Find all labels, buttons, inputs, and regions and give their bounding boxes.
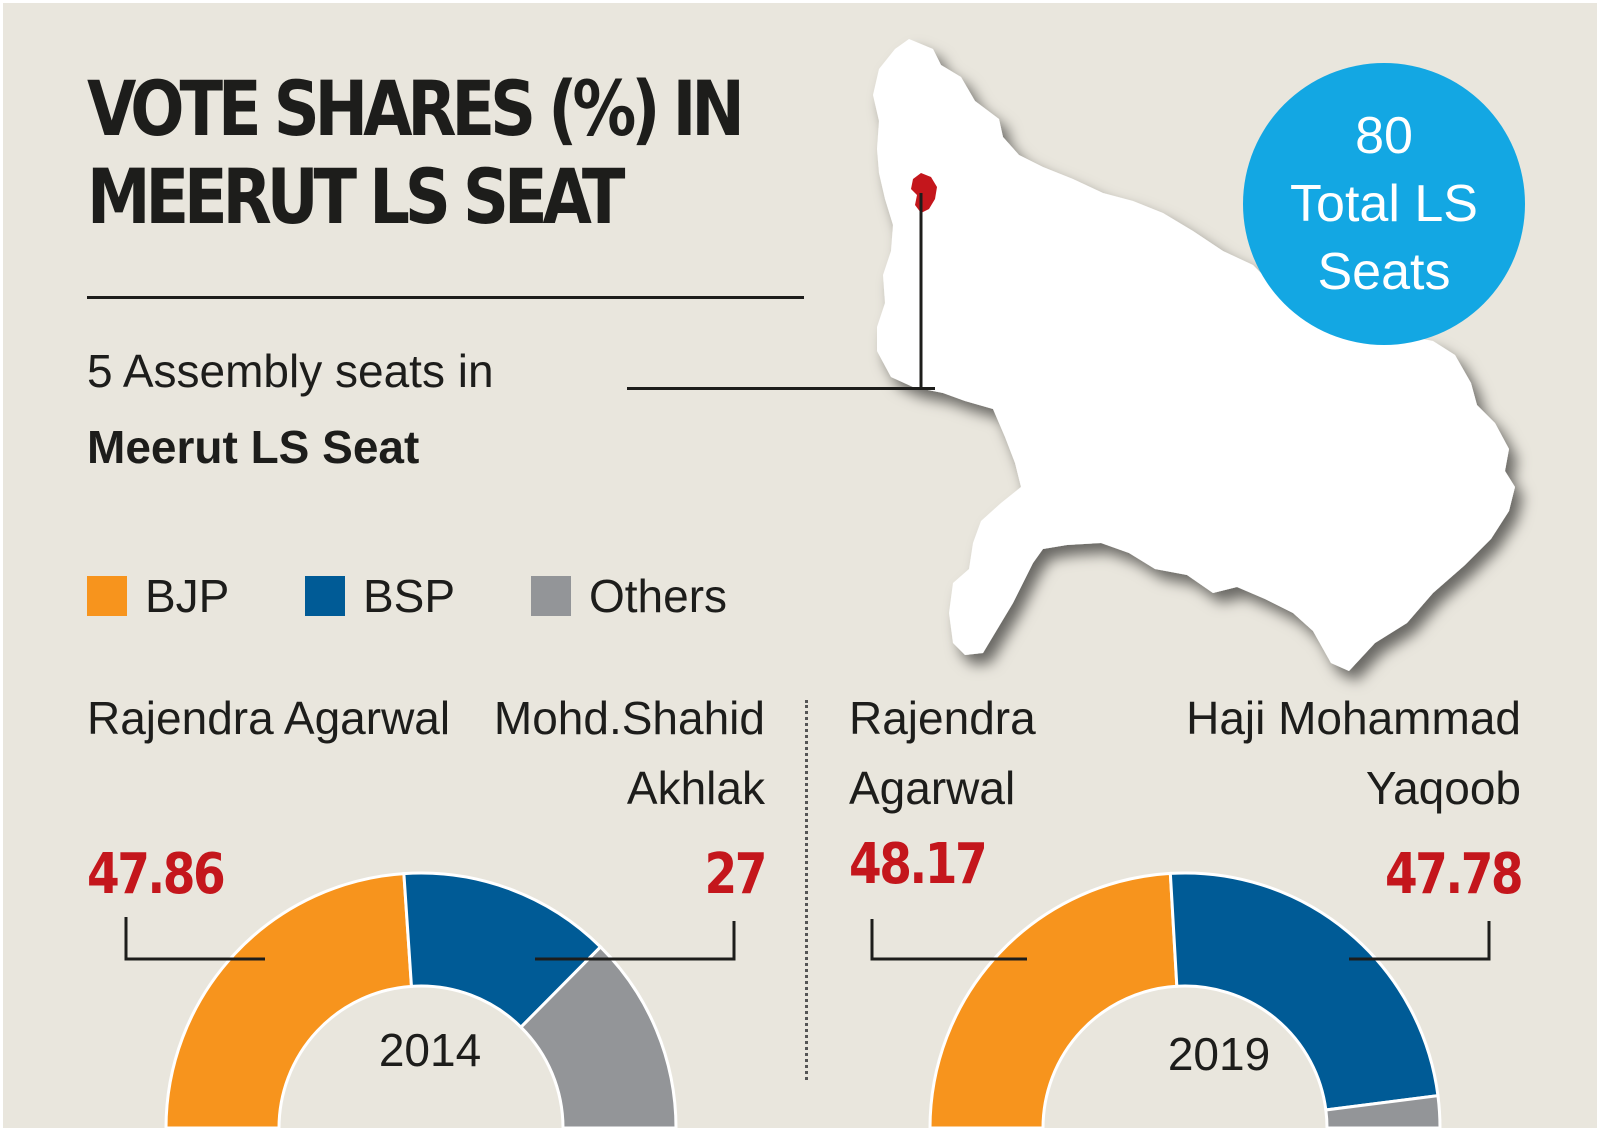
section-divider <box>805 700 808 1080</box>
year-label-2014: 2014 <box>378 1024 482 1076</box>
subtitle-leader-line <box>627 387 935 390</box>
badge-number: 80 <box>1355 107 1413 165</box>
callout-bsp-2019 <box>1349 921 1491 961</box>
legend-label-bjp: BJP <box>145 570 230 622</box>
half-donut-2014 <box>164 871 678 1128</box>
slice-bsp-2019 <box>1168 871 1440 1112</box>
graphics-layer <box>124 39 1515 1128</box>
legend-swatch-bsp <box>305 576 345 616</box>
title-rule <box>87 296 804 299</box>
badge-line-3: Seats <box>1317 243 1451 301</box>
callout-bjp-2019 <box>870 919 1027 961</box>
candidate-name-bjp-2019: Rajendra Agarwal <box>849 692 1036 814</box>
meerut-location-marker <box>911 173 937 213</box>
badge-line-2: Total LS <box>1290 175 1478 233</box>
callout-bsp-2014 <box>535 921 736 961</box>
candidate-name-bsp-2014: Mohd.Shahid Akhlak <box>493 692 765 814</box>
slice-others-2014 <box>518 944 678 1128</box>
candidate-name-bjp-2014: Rajendra Agarwal <box>87 692 451 744</box>
subtitle-line-1: 5 Assembly seats in <box>87 345 494 397</box>
legend-item-bjp: BJP <box>87 573 229 619</box>
vote-share-bsp-2019: 47.78 <box>1384 842 1524 907</box>
legend-swatch-bjp <box>87 576 127 616</box>
legend-item-others: Others <box>531 573 727 619</box>
legend-swatch-others <box>531 576 571 616</box>
callout-bjp-2014 <box>124 917 265 961</box>
slice-others-2019 <box>1324 1093 1442 1128</box>
year-label-2019: 2019 <box>1167 1028 1271 1080</box>
infographic: VOTE SHARES (%) IN MEERUT LS SEAT 5 Asse… <box>3 3 1597 1128</box>
title-line-2: MEERUT LS SEAT <box>87 152 625 241</box>
uttar-pradesh-map <box>873 39 1515 671</box>
half-donut-2019 <box>928 871 1442 1128</box>
vote-share-bjp-2014: 47.86 <box>87 842 226 907</box>
vote-share-bjp-2019: 48.17 <box>849 832 988 897</box>
slice-bjp-2019 <box>928 871 1179 1128</box>
legend-label-others: Others <box>589 570 728 622</box>
slice-bjp-2014 <box>164 871 414 1128</box>
title-line-1: VOTE SHARES (%) IN <box>87 64 745 153</box>
chart-title: VOTE SHARES (%) IN MEERUT LS SEAT <box>87 64 745 241</box>
total-seats-badge: 80 Total LS Seats <box>1243 63 1525 345</box>
subtitle-line-2: Meerut LS Seat <box>87 421 420 473</box>
candidate-name-bsp-2019: Haji Mohammad Yaqoob <box>1186 692 1521 814</box>
legend-item-bsp: BSP <box>305 573 455 619</box>
vote-share-bsp-2014: 27 <box>704 842 768 907</box>
legend-label-bsp: BSP <box>363 570 456 622</box>
